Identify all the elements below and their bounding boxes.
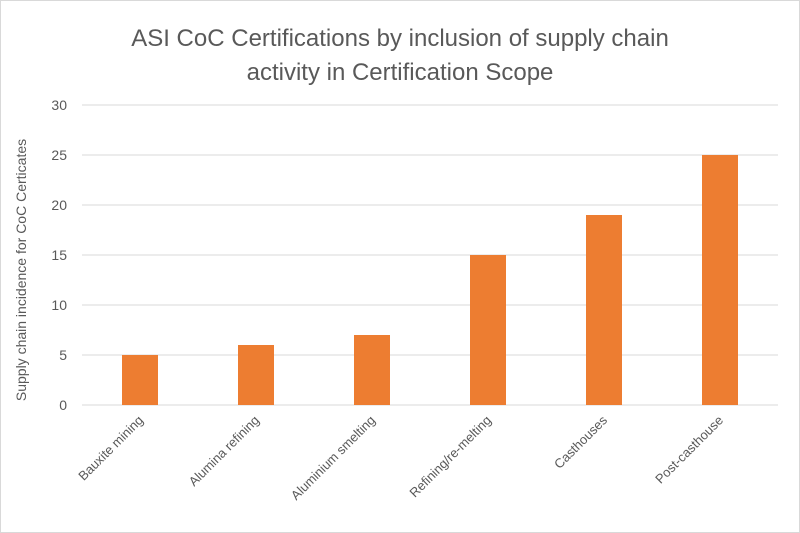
- y-axis-label: Supply chain incidence for CoC Certicate…: [13, 139, 29, 401]
- y-tick-label: 25: [51, 147, 67, 163]
- bar: [470, 255, 506, 405]
- x-tick-label: Alumina refining: [186, 413, 263, 490]
- chart-title-line-1: ASI CoC Certifications by inclusion of s…: [131, 25, 669, 52]
- y-tick-label: 20: [51, 197, 67, 213]
- y-tick-label: 15: [51, 247, 67, 263]
- y-tick-label: 5: [59, 347, 67, 363]
- bar: [238, 345, 274, 405]
- bar: [586, 215, 622, 405]
- x-tick-label: Bauxite mining: [75, 413, 146, 484]
- bar: [702, 155, 738, 405]
- bar: [122, 355, 158, 405]
- x-tick-label: Aluminium smelting: [288, 413, 378, 503]
- bar: [354, 335, 390, 405]
- y-tick-label: 30: [51, 97, 67, 113]
- y-tick-label: 0: [59, 397, 67, 413]
- chart-title-line-2: activity in Certification Scope: [247, 59, 554, 86]
- x-tick-label: Post-casthouse: [652, 413, 726, 487]
- x-tick-label: Casthouses: [551, 412, 611, 472]
- y-tick-label: 10: [51, 297, 67, 313]
- x-tick-label: Refining/re-melting: [406, 413, 494, 501]
